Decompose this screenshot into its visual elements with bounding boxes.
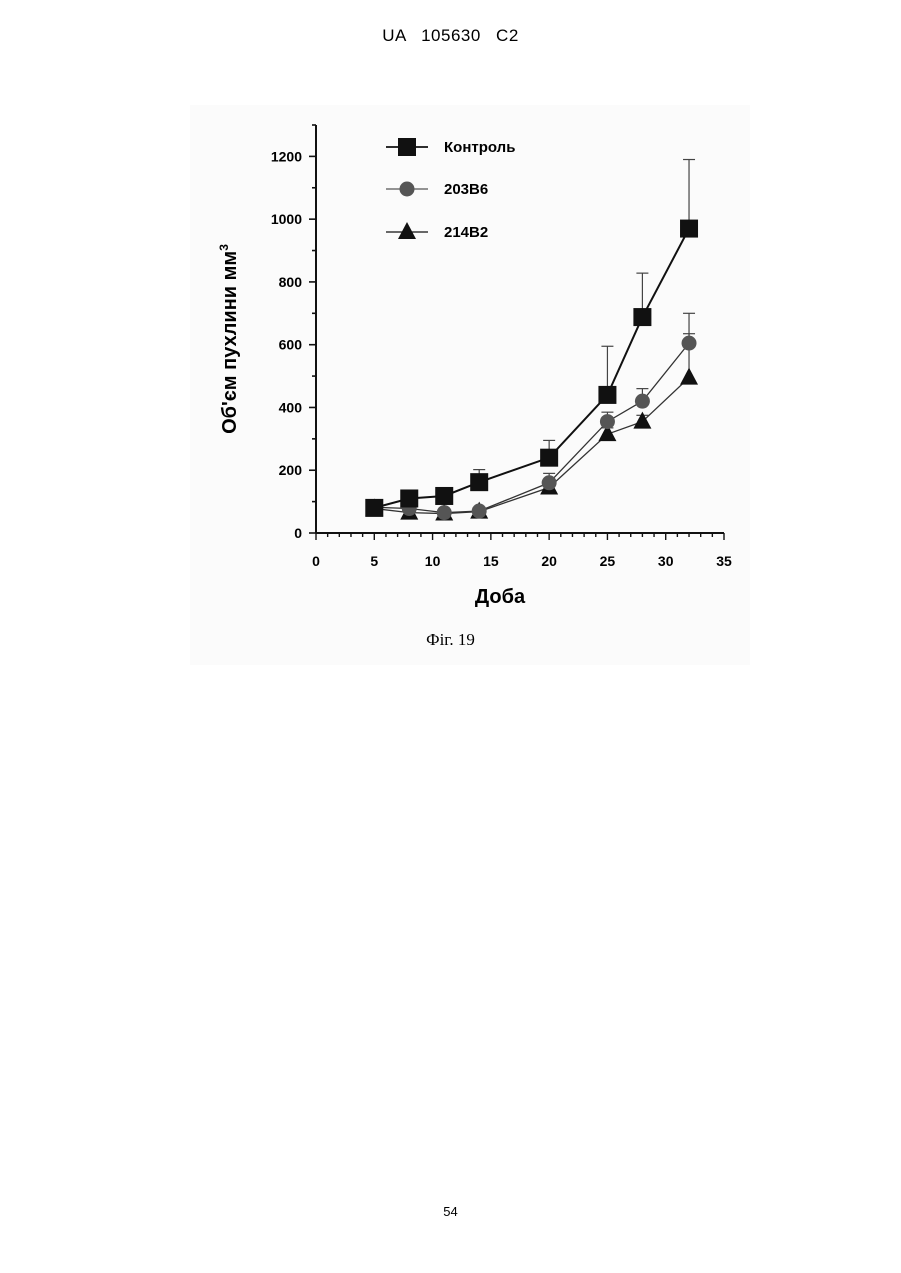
data-point-square: [540, 449, 558, 467]
data-point-square: [435, 487, 453, 505]
square-series: [365, 160, 698, 517]
legend-entry: 203B6: [386, 181, 488, 198]
y-tick-label: 200: [279, 462, 303, 478]
y-tick-label: 600: [279, 337, 303, 353]
x-tick-label: 30: [658, 553, 674, 569]
y-axis-title: Об'єм пухлини мм3: [217, 244, 241, 434]
data-point-circle: [472, 504, 487, 519]
legend-marker-triangle: [398, 222, 416, 239]
legend-label: Контроль: [444, 139, 515, 156]
data-point-square: [470, 473, 488, 491]
x-tick-label: 10: [425, 553, 441, 569]
y-tick-label: 1200: [271, 148, 302, 164]
data-point-circle: [437, 505, 452, 520]
page-number: 54: [0, 1204, 901, 1219]
data-point-circle: [542, 475, 557, 490]
data-point-square: [365, 499, 383, 517]
data-point-square: [400, 489, 418, 507]
y-axis-title-text: Об'єм пухлини мм: [219, 251, 241, 434]
data-point-square: [598, 386, 616, 404]
data-point-circle: [682, 336, 697, 351]
legend-label: 214B2: [444, 224, 488, 241]
legend-marker-square: [398, 138, 416, 156]
y-axis-title-superscript: 3: [217, 244, 231, 251]
legend-label: 203B6: [444, 181, 488, 198]
x-tick-label: 25: [600, 553, 616, 569]
data-point-triangle: [680, 368, 698, 385]
x-tick-label: 35: [716, 553, 732, 569]
y-tick-label: 400: [279, 399, 303, 415]
legend-marker-circle: [400, 182, 415, 197]
y-tick-label: 0: [294, 525, 302, 541]
legend-entry: Контроль: [386, 138, 515, 156]
document-header: UA 105630 C2: [0, 26, 901, 46]
x-tick-label: 20: [541, 553, 557, 569]
figure-caption: Фіг. 19: [0, 630, 901, 650]
figure-chart: 0 200 400 600 800 1000 1200 0 5 10 15 20 25 30 35 Доба О…: [190, 105, 750, 665]
data-point-square: [680, 220, 698, 238]
x-tick-label: 5: [370, 553, 378, 569]
data-point-triangle: [633, 412, 651, 429]
chart-series: [365, 160, 698, 521]
chart-legend: Контроль 203B6 214B2: [386, 138, 515, 241]
series-line: [374, 229, 689, 508]
x-tick-label: 0: [312, 553, 320, 569]
chart-svg: 0 200 400 600 800 1000 1200 0 5 10 15 20 25 30 35 Доба О…: [190, 105, 750, 665]
x-tick-label: 15: [483, 553, 499, 569]
data-point-circle: [635, 394, 650, 409]
data-point-square: [633, 308, 651, 326]
y-tick-label: 1000: [271, 211, 302, 227]
x-axis-title: Доба: [475, 586, 526, 608]
y-tick-label: 800: [279, 274, 303, 290]
legend-entry: 214B2: [386, 222, 488, 241]
data-point-circle: [600, 414, 615, 429]
